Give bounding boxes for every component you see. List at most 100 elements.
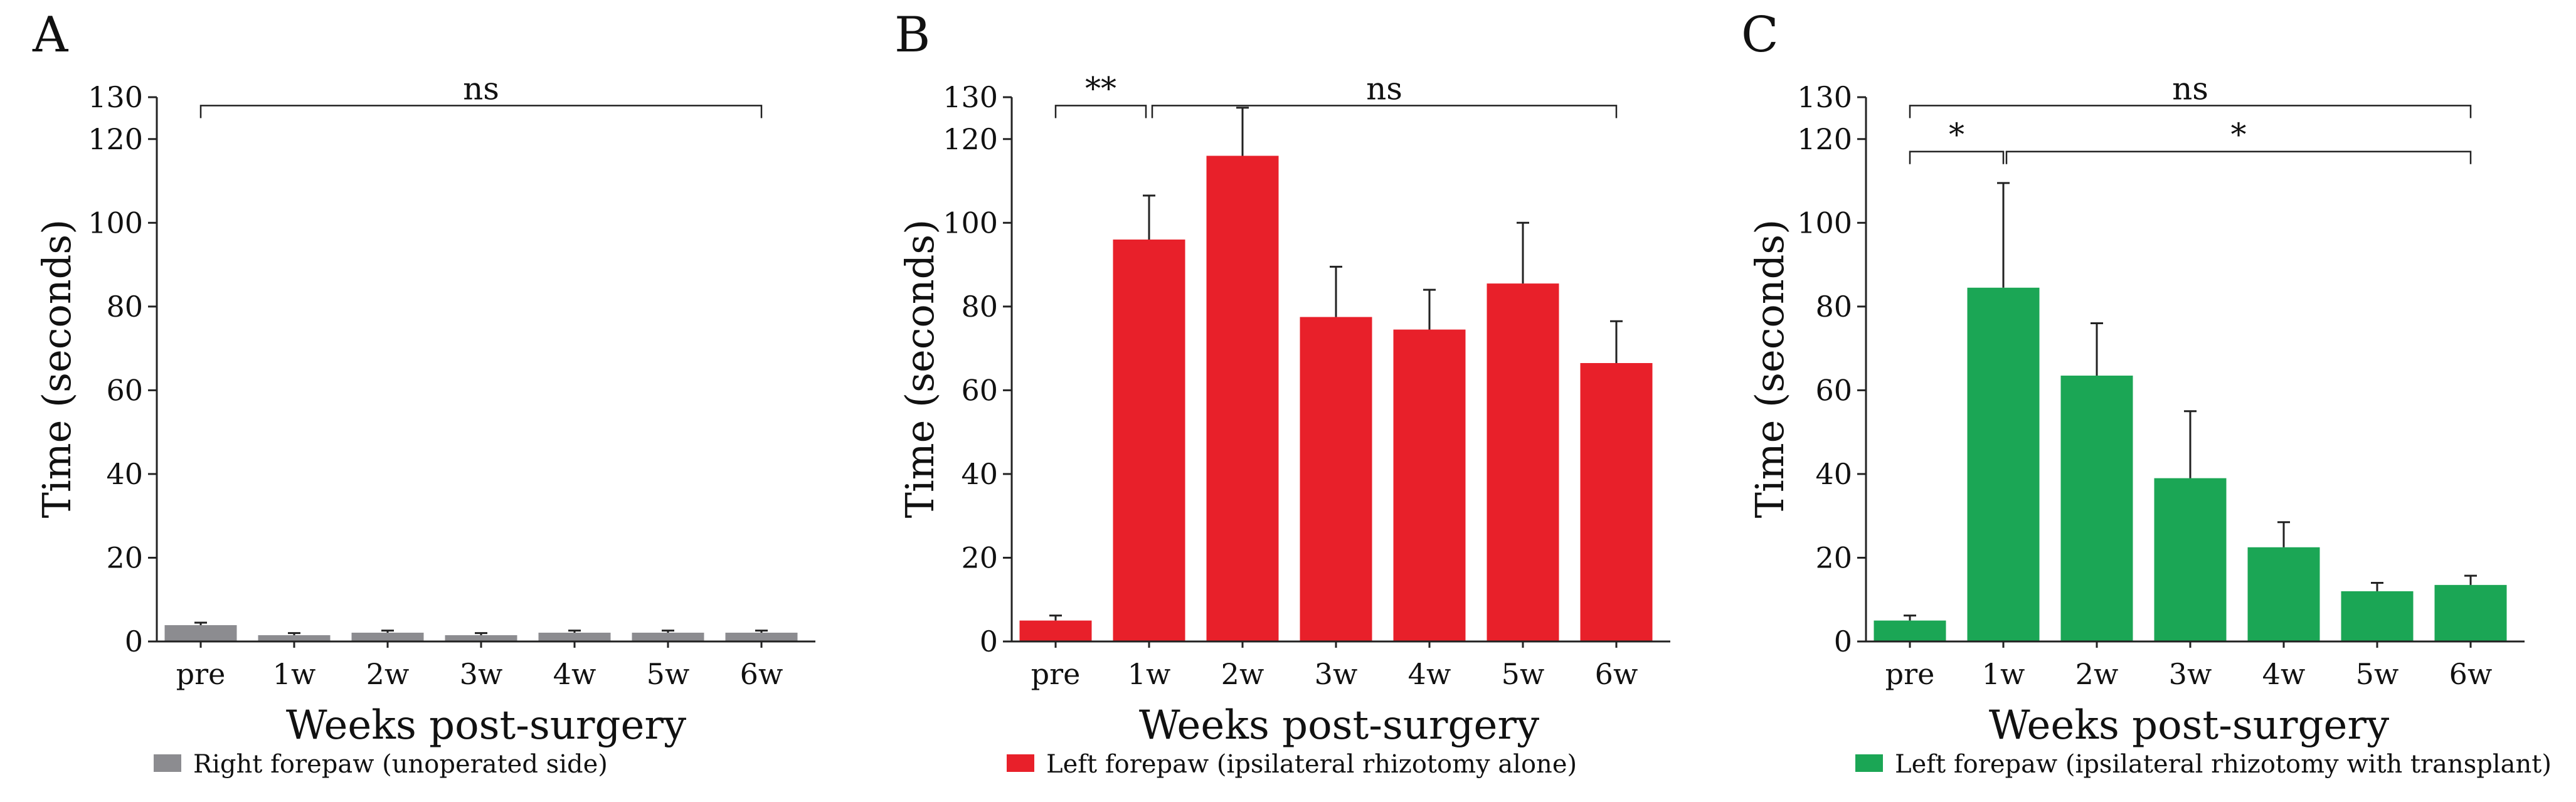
bar-pre [164,625,237,641]
x-tick-label: 1w [1982,657,2025,691]
y-tick-label: 0 [125,625,143,658]
y-tick-label: 60 [106,373,143,407]
bar-3w [2154,478,2227,641]
legend-label: Left forepaw (ipsilateral rhizotomy alon… [1046,750,1577,779]
x-axis-title: Weeks post-surgery [1989,702,2389,749]
x-tick-label: 6w [740,657,783,691]
x-tick-label: pre [176,657,226,691]
x-tick-label: 5w [1502,657,1545,691]
significance-bracket [1151,105,1618,119]
bar-2w [351,632,424,641]
bar-5w [2341,591,2414,641]
legend-label: Right forepaw (unoperated side) [193,750,608,779]
x-tick-label: 5w [2356,657,2399,691]
bar-3w [445,635,517,641]
y-tick-label: 40 [1815,457,1852,491]
bar-1w [1113,240,1185,641]
plot-area: 0 20 40 60 80 100 120 130 pre 1w 2w 3w 4w 5w 6w ns * * [1797,70,2525,691]
significance-label: ns [463,70,499,107]
significance-label: ** [1085,70,1116,107]
significance-label: * [2231,117,2247,153]
y-tick-label: 80 [106,290,143,324]
x-tick-label: 1w [1128,657,1171,691]
bar-2w [2060,376,2133,641]
x-axis-title: Weeks post-surgery [1139,702,1539,749]
legend-swatch [154,754,181,772]
significance-bracket [2005,150,2472,164]
bar-6w [1580,362,1653,641]
bar-4w [1393,329,1466,641]
x-tick-label: 5w [647,657,690,691]
y-tick-label: 130 [943,80,998,114]
bar-pre [1019,620,1092,641]
bar-5w [1487,283,1559,642]
x-tick-label: 2w [366,657,410,691]
panel-c: C Weeks post-surgery Time (seconds) Left… [1741,7,2552,779]
plot-area: 0 20 40 60 80 100 120 130 pre 1w 2w 3w 4w 5w 6w ** ns [943,70,1670,691]
y-tick-label: 100 [943,206,998,240]
y-tick-label: 120 [943,122,998,156]
plot-area: 0 20 40 60 80 100 120 130 pre 1w 2w 3w 4w 5w 6w ns [88,70,815,691]
bar-3w [1300,317,1372,641]
x-tick-label: pre [1885,657,1935,691]
y-tick-label: 40 [961,457,998,491]
significance-label: ns [2172,70,2208,107]
y-tick-label: 80 [961,290,998,324]
bar-6w [2434,584,2507,641]
panel-b: B Weeks post-surgery Time (seconds) Left… [894,7,1670,779]
x-tick-label: 1w [273,657,316,691]
x-tick-label: 4w [2262,657,2306,691]
y-tick-label: 60 [961,373,998,407]
y-axis-title: Time (seconds) [34,219,80,519]
y-tick-label: 120 [88,122,143,156]
y-tick-label: 130 [1797,80,1852,114]
y-tick-label: 0 [980,625,998,658]
legend-swatch [1855,754,1883,772]
legend-swatch [1007,754,1034,772]
y-axis-title: Time (seconds) [1747,219,1793,519]
x-tick-label: 3w [460,657,503,691]
bar-2w [1206,156,1279,641]
bar-1w [258,635,331,641]
panel-letter: C [1741,7,1779,63]
bar-4w [538,632,611,641]
significance-bracket [1909,150,2005,164]
y-axis-title: Time (seconds) [897,219,943,519]
panel-letter: B [894,7,930,63]
x-tick-label: 2w [2075,657,2119,691]
significance-bracket [1909,105,2472,119]
y-tick-label: 120 [1797,122,1852,156]
x-tick-label: 3w [2169,657,2212,691]
panel-a: A Weeks post-surgery Time (seconds) Righ… [32,7,815,779]
significance-bracket [1054,105,1147,119]
x-tick-label: 2w [1221,657,1264,691]
x-tick-label: pre [1031,657,1081,691]
x-tick-label: 6w [2449,657,2493,691]
y-tick-label: 0 [1834,625,1852,658]
y-tick-label: 130 [88,80,143,114]
x-axis-title: Weeks post-surgery [286,702,686,749]
bar-5w [632,632,704,641]
y-tick-label: 20 [106,541,143,574]
bar-6w [725,632,798,641]
bar-4w [2247,547,2320,641]
y-tick-label: 100 [1797,206,1852,240]
y-tick-label: 100 [88,206,143,240]
y-tick-label: 60 [1815,373,1852,407]
y-tick-label: 80 [1815,290,1852,324]
legend-label: Left forepaw (ipsilateral rhizotomy with… [1895,750,2552,779]
significance-label: ns [1366,70,1402,107]
x-tick-label: 4w [553,657,596,691]
bar-pre [1874,620,1946,641]
x-tick-label: 4w [1408,657,1451,691]
y-tick-label: 20 [1815,541,1852,574]
x-tick-label: 6w [1595,657,1638,691]
panel-letter: A [32,7,69,63]
significance-bracket [199,105,763,119]
y-tick-label: 20 [961,541,998,574]
significance-label: * [1949,117,1964,153]
x-tick-label: 3w [1315,657,1358,691]
y-tick-label: 40 [106,457,143,491]
bar-1w [1967,287,2040,641]
